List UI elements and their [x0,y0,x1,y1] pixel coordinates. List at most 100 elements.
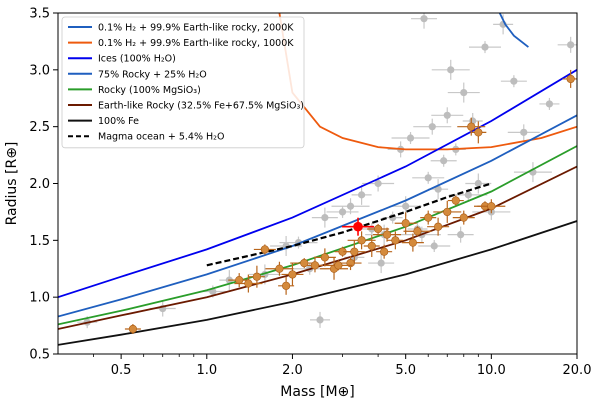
legend-entry: 0.1% H₂ + 99.9% Earth-like rocky, 2000K [68,23,294,34]
y-tick-label: 3.0 [29,63,50,78]
data-point-gray [431,107,464,124]
data-point-orange [347,231,376,250]
data-point-gray [418,240,451,253]
model-curve-8 [206,182,492,267]
legend: 0.1% H₂ + 99.9% Earth-like rocky, 2000K 0… [61,16,305,149]
model-curve-1 [498,13,529,48]
data-point-orange [447,195,464,206]
data-point-gray [391,132,430,145]
y-tick-label: 1.0 [29,291,50,306]
legend-label: 75% Rocky + 25% H₂O [98,69,207,80]
y-tick-label: 1.5 [29,234,50,249]
data-point-gray [270,236,303,257]
data-point-gray [412,171,445,184]
data-point-orange [387,231,404,250]
x-tick-label: 10.0 [477,363,506,378]
data-point-orange [306,258,323,273]
legend-entry: Ices (100% H₂O) [68,54,176,65]
data-point-orange [457,117,486,136]
data-point-orange [562,69,577,88]
model-curve-4 [58,114,577,318]
legend-entry: Earth-like Rocky (32.5% Fe+67.5% MgSiO₃) [68,101,304,112]
data-point-gray [351,184,372,205]
data-point-orange [433,200,462,223]
data-point-gray [465,173,492,194]
data-point-gray [539,97,560,110]
data-point-gray [447,226,474,243]
y-tick-label: 3.5 [29,7,50,22]
data-point-orange [253,244,276,255]
legend-label: Earth-like Rocky (32.5% Fe+67.5% MgSiO₃) [98,101,304,112]
data-point-gray [447,82,480,103]
axes: 0.5 1.0 2.0 5.0 10.0 20.0 0.5 1.0 1.5 2.0 2.5 3.0 3.… [29,7,591,379]
legend-label: 0.1% H₂ + 99.9% Earth-like rocky, 2000K [98,23,294,34]
y-tick-label: 2.5 [29,120,50,135]
legend-label: 100% Fe [98,116,139,127]
x-tick-label: 2.0 [282,363,303,378]
data-point-gray [413,118,452,135]
data-point-gray [368,253,395,274]
x-axis-label: Mass [M⊕] [280,384,354,400]
data-point-orange [339,256,362,271]
y-tick-label: 2.0 [29,177,50,192]
data-point-orange [452,210,475,225]
data-point-orange [313,248,336,267]
data-point-gray [500,75,527,88]
data-point-orange [265,261,294,276]
legend-entry: 100% Fe [68,116,139,127]
data-point-orange [343,240,366,263]
data-point-gray [513,162,552,183]
legend-label: Magma ocean + 5.4% H₂O [98,132,224,143]
model-curve-7 [58,220,577,346]
data-point-orange [234,274,263,293]
legend-entry: Rocky (100% MgSiO₃) [68,85,201,96]
y-axis-label: Radius [R⊕] [4,142,20,226]
highlight-point [342,217,375,236]
data-point-orange [334,246,351,257]
model-curve-6 [58,165,577,330]
legend-box [61,16,305,149]
data-point-gray [507,124,540,141]
data-point-orange [394,212,417,235]
model-curve-2 [278,13,577,151]
data-point-gray [469,41,502,54]
legend-entry: Magma ocean + 5.4% H₂O [68,132,224,143]
data-point-gray [411,13,438,29]
x-tick-label: 1.0 [196,363,217,378]
x-tick-label: 0.5 [111,363,132,378]
data-point-orange [320,257,349,280]
data-point-gray [310,311,331,328]
data-point-orange [281,263,304,286]
data-point-gray [326,205,359,218]
data-point-orange [363,235,380,258]
data-point-orange [477,199,506,214]
legend-label: 0.1% H₂ + 99.9% Earth-like rocky, 1000K [98,38,294,49]
data-point-orange [420,210,437,225]
legend-label: Ices (100% H₂O) [98,54,176,65]
data-point-orange [124,323,141,334]
data-point-orange [470,121,487,144]
data-point-orange [373,227,402,242]
data-point-orange [278,276,295,295]
data-point-gray [431,59,470,80]
data-point-orange [401,233,424,252]
legend-entry: 0.1% H₂ + 99.9% Earth-like rocky, 1000K [68,38,294,49]
data-point-gray [331,198,370,215]
data-point-gray [430,154,457,167]
data-point-orange [367,223,390,234]
data-point-orange [376,244,393,259]
data-point-orange [248,265,265,288]
x-tick-label: 20.0 [563,363,592,378]
y-tick-label: 0.5 [29,348,50,363]
model-curve-3 [58,69,577,299]
plot-area [58,13,577,346]
data-point-gray [557,36,577,53]
legend-label: Rocky (100% MgSiO₃) [98,85,201,96]
legend-entry: 75% Rocky + 25% H₂O [68,69,207,80]
data-point-orange [427,217,450,236]
x-tick-label: 5.0 [395,363,416,378]
data-point-gray [311,207,338,228]
data-point-orange [403,226,432,237]
data-point-orange [324,260,353,271]
